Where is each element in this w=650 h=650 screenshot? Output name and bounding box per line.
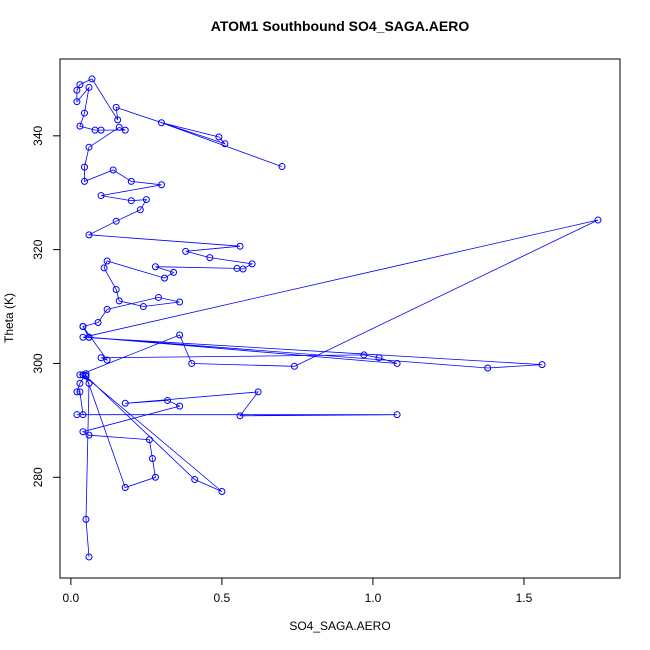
plot-frame	[59, 58, 621, 579]
data-point	[484, 364, 492, 372]
data-point	[76, 379, 84, 387]
data-point	[206, 254, 214, 262]
data-point	[103, 257, 111, 265]
data-point	[109, 166, 117, 174]
data-point	[375, 354, 383, 362]
data-point	[157, 181, 165, 189]
data-point	[170, 268, 178, 276]
data-point	[100, 264, 108, 272]
data-point	[176, 298, 184, 306]
data-point	[164, 396, 172, 404]
data-point	[114, 116, 122, 124]
data-point	[176, 402, 184, 410]
data-point	[97, 354, 105, 362]
data-point	[91, 126, 99, 134]
data-point	[85, 379, 93, 387]
data-point	[157, 119, 165, 127]
data-point	[121, 484, 129, 492]
data-point	[97, 192, 105, 200]
data-point	[76, 388, 84, 396]
y-tick-label: 320	[31, 239, 45, 259]
data-point	[79, 322, 87, 330]
data-point	[538, 361, 546, 369]
data-point	[136, 206, 144, 214]
data-point	[85, 333, 93, 341]
data-point	[103, 305, 111, 313]
y-tick-label: 340	[31, 125, 45, 145]
data-point	[142, 196, 150, 204]
y-tick-label: 280	[31, 467, 45, 487]
data-point	[236, 412, 244, 420]
data-point	[139, 303, 147, 311]
data-point	[80, 177, 88, 185]
data-point	[112, 103, 120, 111]
data-point	[127, 177, 135, 185]
data-point	[73, 388, 81, 396]
data-point	[103, 356, 111, 364]
data-point	[94, 318, 102, 326]
data-point	[360, 351, 368, 359]
data-point	[161, 274, 169, 282]
data-point	[176, 331, 184, 339]
data-point	[127, 197, 135, 205]
data-point	[82, 515, 90, 523]
data-point	[218, 488, 226, 495]
data-point	[76, 81, 84, 89]
data-point	[79, 428, 87, 436]
data-point	[151, 263, 159, 271]
chart-title: ATOM1 Southbound SO4_SAGA.AERO	[211, 18, 470, 34]
data-point	[236, 242, 244, 250]
y-axis-label: Theta (K)	[2, 293, 16, 343]
data-point	[79, 411, 87, 419]
data-point	[115, 123, 123, 131]
data-point	[85, 83, 93, 91]
data-point	[188, 359, 196, 367]
data-point	[85, 431, 93, 439]
data-point	[85, 143, 93, 151]
data-point	[191, 476, 199, 484]
data-point	[239, 265, 247, 273]
data-point	[76, 122, 84, 130]
data-point	[154, 293, 162, 301]
data-point	[221, 140, 229, 148]
data-point	[73, 86, 81, 94]
data-point	[112, 285, 120, 293]
x-tick-label: 0.0	[63, 591, 80, 605]
data-point	[215, 133, 223, 141]
data-point	[76, 371, 84, 379]
data-point	[121, 126, 129, 134]
data-point	[278, 163, 286, 171]
data-point	[115, 297, 123, 305]
data-point	[151, 473, 159, 481]
x-tick-label: 1.0	[365, 591, 382, 605]
data-point	[145, 436, 153, 444]
y-tick-label: 300	[31, 353, 45, 373]
data-point	[393, 359, 401, 367]
data-point	[254, 388, 262, 396]
data-point	[148, 454, 156, 462]
data-point	[121, 399, 129, 407]
x-axis-label: SO4_SAGA.AERO	[289, 619, 390, 633]
x-tick-label: 1.5	[516, 591, 533, 605]
data-point	[80, 163, 88, 171]
data-point	[79, 371, 87, 379]
data-point	[80, 109, 88, 117]
data-point	[182, 247, 190, 255]
data-line	[76, 78, 599, 557]
data-point	[248, 260, 256, 268]
data-point	[73, 98, 81, 106]
data-point	[88, 75, 96, 83]
data-point	[112, 217, 120, 225]
data-point	[594, 216, 602, 224]
data-point	[85, 231, 93, 239]
data-point	[290, 362, 298, 370]
data-point	[85, 553, 93, 561]
x-tick-label: 0.5	[214, 591, 231, 605]
data-point	[393, 411, 401, 419]
